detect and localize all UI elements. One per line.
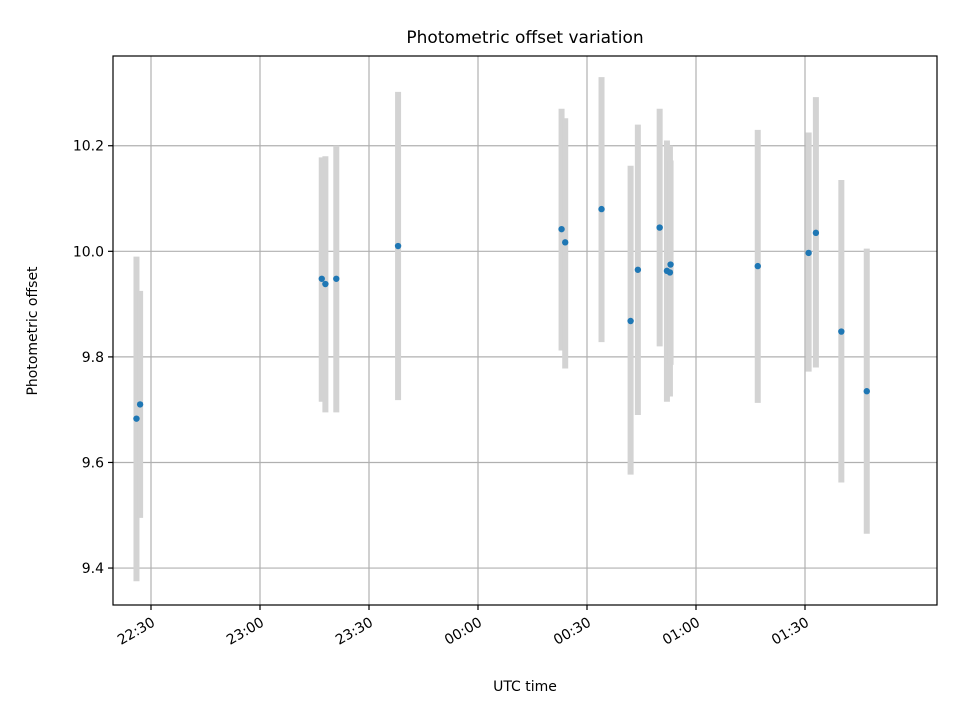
error-bars xyxy=(133,77,870,582)
data-point xyxy=(318,275,325,282)
data-point xyxy=(667,261,674,268)
grid-lines xyxy=(113,56,937,605)
data-point xyxy=(136,401,144,408)
data-point xyxy=(634,266,642,273)
data-point xyxy=(598,205,605,213)
plot-frame xyxy=(112,55,938,606)
y-tick-label: 9.8 xyxy=(82,350,104,366)
data-point xyxy=(133,415,140,422)
y-tick-label: 9.4 xyxy=(82,561,104,577)
data-points xyxy=(133,205,870,422)
data-point xyxy=(562,239,569,246)
data-point xyxy=(863,388,870,395)
x-tick-label: 00:00 xyxy=(442,615,485,649)
x-axis-label: UTC time xyxy=(493,679,557,695)
data-point xyxy=(627,317,634,325)
y-tick-label: 10.2 xyxy=(73,139,104,155)
data-point xyxy=(666,269,674,276)
data-point xyxy=(838,328,845,335)
x-tick-label: 23:30 xyxy=(333,615,376,649)
x-axis-ticks: 22:30 23:00 23:30 00:00 00:30 01:00 01:30 xyxy=(115,605,812,649)
data-point xyxy=(812,229,820,237)
x-tick-label: 23:00 xyxy=(224,615,267,649)
x-tick-label: 22:30 xyxy=(115,615,158,649)
data-point xyxy=(754,262,761,270)
data-point xyxy=(333,275,340,282)
y-tick-label: 10.0 xyxy=(73,244,104,260)
x-tick-label: 01:00 xyxy=(660,615,703,649)
data-point xyxy=(394,242,402,250)
x-tick-label: 00:30 xyxy=(551,615,594,649)
data-point xyxy=(805,249,812,257)
y-axis-ticks: 9.4 9.6 9.8 10.0 10.2 xyxy=(73,139,113,577)
data-point xyxy=(322,280,329,288)
chart-title: Photometric offset variation xyxy=(406,28,643,48)
x-tick-label: 01:30 xyxy=(769,615,812,649)
y-axis-label: Photometric offset xyxy=(25,266,41,396)
y-tick-label: 9.6 xyxy=(82,455,104,471)
data-point xyxy=(558,225,565,233)
data-point xyxy=(656,224,663,231)
